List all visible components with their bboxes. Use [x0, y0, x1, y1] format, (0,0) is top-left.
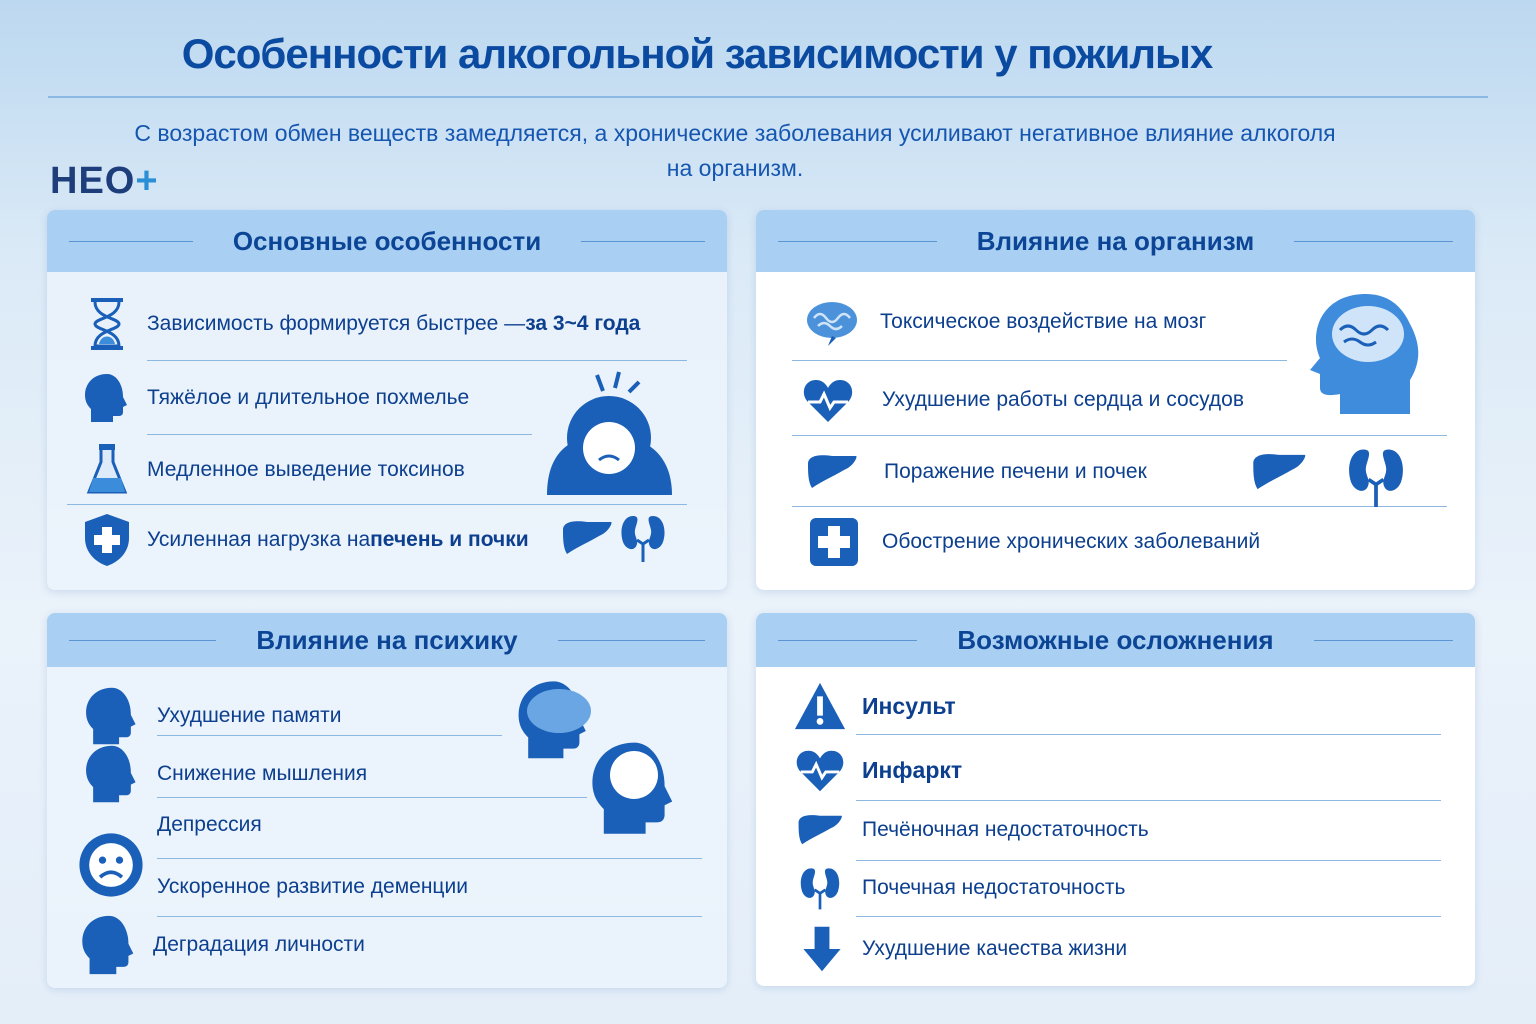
list-item: Деградация личности	[75, 911, 365, 979]
list-item: Снижение мышления	[79, 741, 367, 807]
headache-person-icon	[547, 371, 672, 495]
list-item: Поражение печени и почек	[792, 444, 1147, 500]
brain-icon	[796, 294, 868, 350]
shield-cross-icon	[79, 512, 135, 568]
list-item: Депрессия	[157, 813, 262, 836]
panel-main-features: Основные особенности Зависимость формиру…	[47, 210, 727, 590]
two-heads-icon	[518, 681, 673, 834]
liver-icon	[792, 444, 872, 500]
panel-header: Основные особенности	[47, 210, 727, 272]
sad-face-icon	[77, 831, 145, 899]
list-item: Ухудшение памяти	[79, 683, 342, 749]
head-brain-icon	[1310, 294, 1419, 414]
list-item: Ухудшение работы сердца и сосудов	[800, 372, 1244, 428]
head-icon	[79, 370, 135, 426]
heart-pulse-icon	[790, 743, 850, 797]
list-item: Печёночная недостаточность	[790, 805, 1149, 855]
list-item: Инфаркт	[790, 743, 962, 797]
list-item: Усиленная нагрузка на печень и почки	[79, 512, 529, 568]
list-item: Зависимость формируется быстрее — за 3~4…	[79, 296, 640, 352]
list-item: Почечная недостаточность	[790, 863, 1125, 913]
page-subtitle: С возрастом обмен веществ замедляется, а…	[134, 120, 1336, 181]
hourglass-icon	[79, 296, 135, 352]
title-divider	[48, 96, 1488, 98]
head-brain-icon	[79, 683, 145, 749]
logo: НЕО+	[50, 160, 159, 202]
panel-psyche-effects: Влияние на психику Ухудшение памяти Сниж…	[47, 613, 727, 988]
list-item: Ухудшение качества жизни	[794, 923, 1127, 975]
head-icon	[75, 911, 143, 979]
list-item: Ускоренное развитие деменции	[157, 875, 468, 898]
kidneys-icon	[790, 863, 850, 913]
panel-body-effects: Влияние на организм Токсическое воздейст…	[756, 210, 1475, 590]
list-item: Тяжёлое и длительное похмелье	[79, 370, 469, 426]
liver-kidney-icon	[563, 514, 667, 564]
heart-pulse-icon	[800, 372, 856, 428]
list-item: Токсическое воздействие на мозг	[796, 294, 1206, 350]
list-item: Медленное выведение токсинов	[79, 442, 465, 498]
panel-header: Влияние на психику	[47, 613, 727, 667]
panel-header: Влияние на организм	[756, 210, 1475, 272]
panel-complications: Возможные осложнения Инсульт Инфаркт Печ…	[756, 613, 1475, 986]
list-item: Обострение хронических заболеваний	[806, 514, 1260, 570]
head-cloud-icon	[79, 741, 145, 807]
liver-kidneys-icon	[1253, 442, 1431, 512]
arrow-down-icon	[794, 923, 850, 975]
page-title: Особенности алкогольной зависимости у по…	[181, 30, 1214, 77]
medical-cross-icon	[806, 514, 862, 570]
liver-icon	[790, 805, 850, 855]
warning-icon	[790, 679, 850, 733]
panel-header: Возможные осложнения	[756, 613, 1475, 667]
list-item: Инсульт	[790, 679, 956, 733]
flask-icon	[79, 442, 135, 498]
